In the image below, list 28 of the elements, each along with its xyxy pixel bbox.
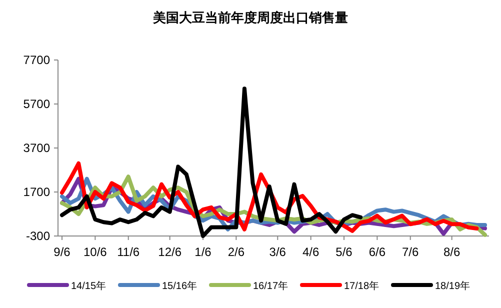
legend-label: 14/15年 xyxy=(71,280,106,292)
legend-item: 15/16年 xyxy=(118,281,198,292)
y-tick-label: 3700 xyxy=(23,141,50,155)
legend-item: 18/19年 xyxy=(391,281,470,292)
x-tick-label: 5/6 xyxy=(336,245,353,259)
legend-item: 17/18年 xyxy=(300,281,380,292)
x-tick-label: 11/6 xyxy=(117,245,140,259)
legend-label: 15/16年 xyxy=(162,280,198,292)
x-tick-label: 3/6 xyxy=(269,245,286,259)
x-tick-label: 10/6 xyxy=(83,245,108,259)
x-tick-label: 9/6 xyxy=(54,245,71,259)
x-tick-label: 1/6 xyxy=(194,245,212,259)
y-tick-label: 1700 xyxy=(23,185,50,199)
legend-label: 16/17年 xyxy=(253,280,288,292)
legend-label: 18/19年 xyxy=(435,280,470,292)
y-tick-label: -300 xyxy=(26,229,50,243)
legend-label: 17/18年 xyxy=(344,280,380,292)
y-tick-label: 7700 xyxy=(23,53,50,67)
x-tick-label: 7/6 xyxy=(402,245,420,259)
x-tick-label: 6/6 xyxy=(368,245,386,259)
y-tick-label: 5700 xyxy=(23,97,50,111)
title: 美国大豆当前年度周度出口销售量 xyxy=(153,10,348,25)
legend-item: 16/17年 xyxy=(209,281,288,292)
x-tick-label: 4/6 xyxy=(302,245,320,259)
x-tick-label: 12/6 xyxy=(158,245,182,259)
x-tick-label: 8/6 xyxy=(443,245,460,259)
legend-item: 14/15年 xyxy=(27,281,106,292)
x-tick-label: 2/6 xyxy=(228,245,245,259)
